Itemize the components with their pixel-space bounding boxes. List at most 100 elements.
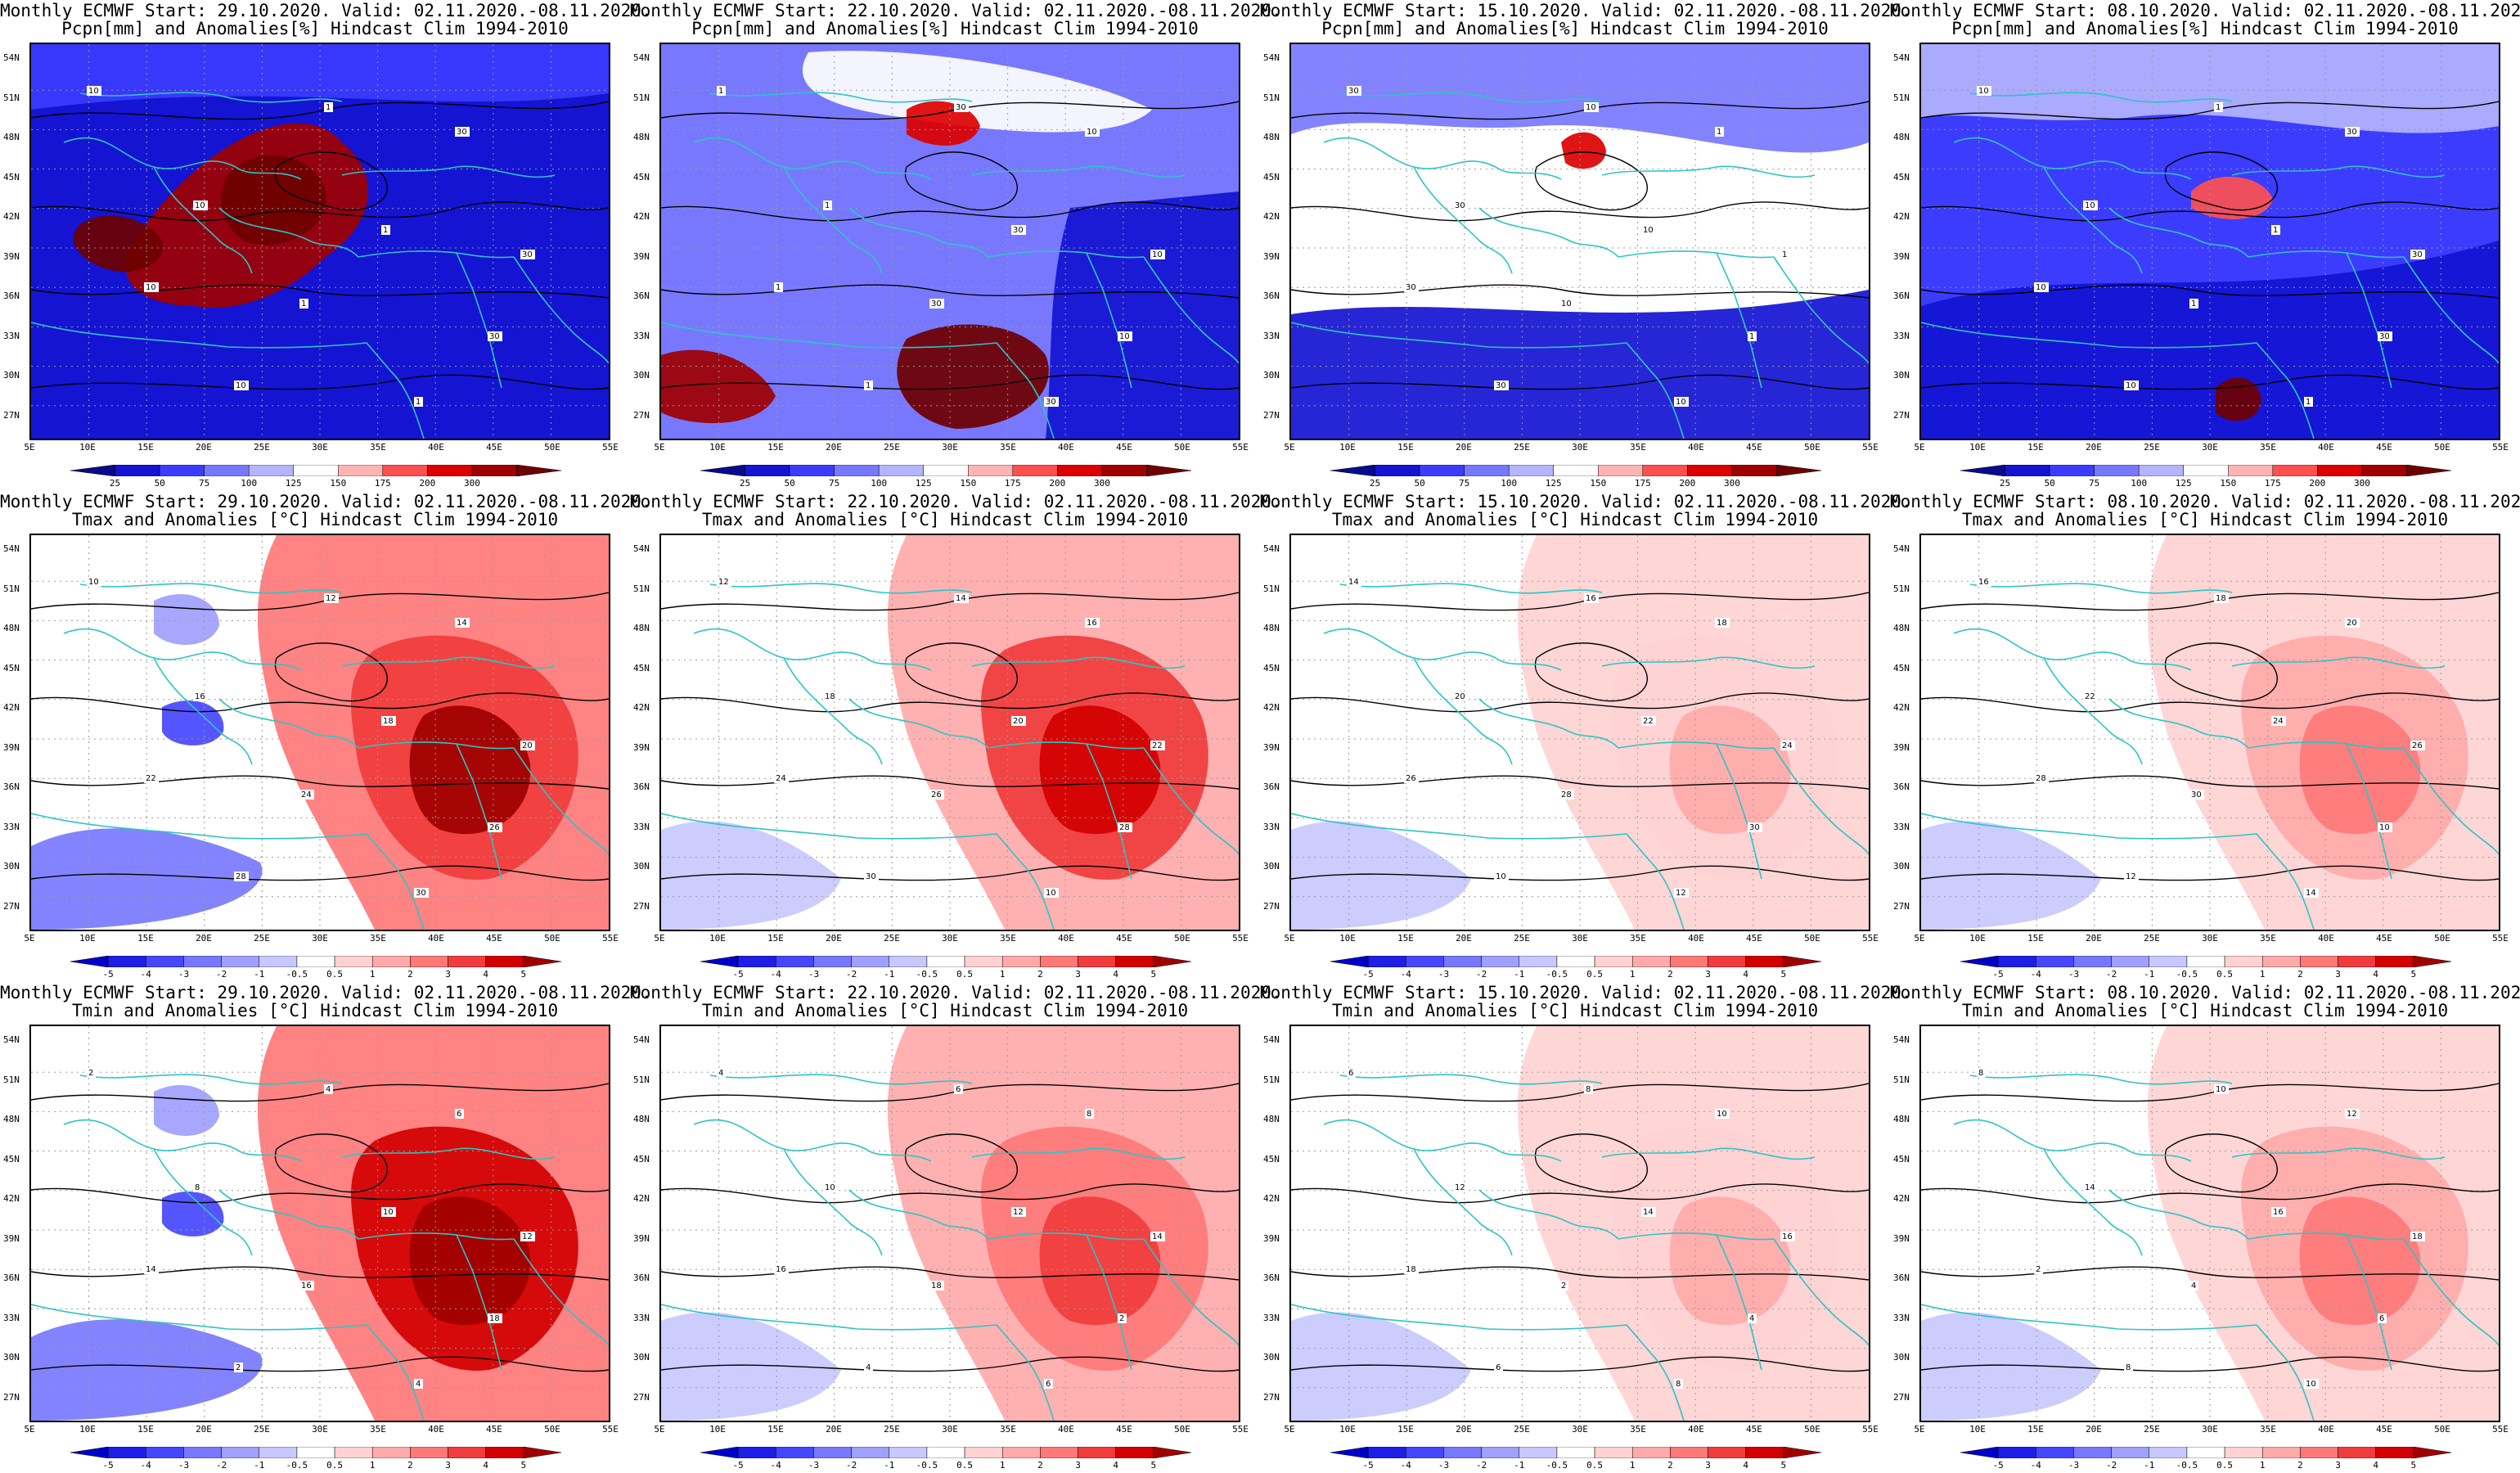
svg-text:6: 6 xyxy=(457,1110,461,1119)
coastline xyxy=(661,813,1022,863)
colorbar-tick-label: -2 xyxy=(2105,969,2117,980)
contour-label: 12 xyxy=(1453,1182,1468,1192)
svg-text:10: 10 xyxy=(2379,823,2390,832)
svg-text:14: 14 xyxy=(1152,1232,1163,1241)
contour-label: 6 xyxy=(1044,1379,1053,1389)
colorbar-segment xyxy=(107,956,146,967)
coastline xyxy=(783,1148,883,1256)
colorbar-segment xyxy=(183,956,222,967)
colorbar-tick-label: -5 xyxy=(1362,1460,1374,1471)
colorbar-tick-label: -0.5 xyxy=(916,1460,938,1471)
colorbar-segment xyxy=(1146,465,1191,476)
contour-label: 30 xyxy=(2410,250,2425,259)
colorbar-segment xyxy=(813,1447,852,1458)
coastline xyxy=(1618,250,1775,259)
latitude-label: 51N xyxy=(633,1074,650,1085)
colorbar-tick-label: -5 xyxy=(1362,969,1374,980)
longitude-label: 10E xyxy=(79,1424,96,1435)
contour-label: 6 xyxy=(2378,1313,2387,1323)
latitude-label: 39N xyxy=(633,250,650,262)
colorbar-tick-label: -5 xyxy=(1992,969,2004,980)
latitude-label: 33N xyxy=(1893,1312,1910,1323)
colorbar-tick-label: 4 xyxy=(483,969,488,980)
coastline xyxy=(1086,1234,1132,1371)
contour-label: 30 xyxy=(1347,86,1361,96)
latitude-label: 42N xyxy=(1893,1193,1910,1204)
coastline xyxy=(1339,1074,1603,1085)
colorbar-segment xyxy=(1406,1447,1444,1458)
contour-line xyxy=(31,1356,609,1372)
colorbar-tick-label: 50 xyxy=(154,478,165,489)
anomaly-region xyxy=(220,155,327,246)
longitude-label: 50E xyxy=(544,442,560,453)
colorbar-tick-label: 125 xyxy=(285,478,302,489)
coastline xyxy=(1601,165,1816,178)
svg-text:10: 10 xyxy=(1046,889,1056,898)
colorbar-segment xyxy=(1443,1447,1482,1458)
longitude-label: 10E xyxy=(1339,442,1356,453)
coastline xyxy=(218,207,359,258)
colorbar-tick-label: 2 xyxy=(1037,1460,1043,1471)
longitude-label: 55E xyxy=(602,442,619,453)
longitude-label: 50E xyxy=(1804,933,1820,944)
colorbar-tick-label: -3 xyxy=(808,1460,820,1471)
latitude-label: 48N xyxy=(633,132,650,142)
panel-title-line2: Tmax and Anomalies [°C] Hindcast Clim 19… xyxy=(1331,510,1819,529)
longitude-label: 45E xyxy=(1116,1424,1132,1435)
colorbar-segment xyxy=(516,465,561,476)
latitude-label: 30N xyxy=(3,1352,20,1363)
anomaly-region xyxy=(409,1196,531,1326)
colorbar-segment xyxy=(1040,956,1078,967)
longitude-label: 55E xyxy=(602,933,619,944)
latitude-label: 30N xyxy=(1893,861,1910,872)
coastline xyxy=(31,1304,392,1354)
colorbar-tick-label: 1 xyxy=(2259,1460,2266,1471)
longitude-label: 25E xyxy=(254,442,270,453)
coastline xyxy=(2108,698,2249,749)
coastline xyxy=(2346,743,2392,880)
svg-text:10: 10 xyxy=(1676,398,1686,407)
contour-label: 1 xyxy=(2189,299,2198,309)
anomaly-region xyxy=(1046,191,1239,439)
svg-text:14: 14 xyxy=(1348,578,1359,587)
colorbar-segment xyxy=(1594,956,1633,967)
panel-title-line1: Monthly ECMWF Start: 29.10.2020. Valid: … xyxy=(0,492,652,511)
contour-line xyxy=(274,1133,388,1193)
latitude-label: 36N xyxy=(633,1273,650,1283)
colorbar-segment xyxy=(2375,956,2414,967)
contour-label: 24 xyxy=(2271,716,2286,726)
contour-label: 10 xyxy=(1150,250,1165,259)
panel-title-line2: Tmax and Anomalies [°C] Hindcast Clim 19… xyxy=(1961,510,2449,529)
anomaly-region xyxy=(409,705,531,835)
svg-text:1: 1 xyxy=(383,226,388,235)
colorbar-segment xyxy=(2338,956,2376,967)
colorbar-tick-label: -1 xyxy=(884,1460,895,1471)
latitude-label: 45N xyxy=(633,662,650,673)
anomaly-region xyxy=(661,821,841,930)
colorbar-tick-label: -5 xyxy=(102,1460,114,1471)
colorbar-tick-label: 75 xyxy=(829,478,840,489)
coastline xyxy=(1650,862,1685,930)
colorbar-tick-label: -3 xyxy=(178,969,190,980)
longitude-label: 20E xyxy=(2086,442,2102,453)
colorbar-tick-label: 2 xyxy=(407,969,413,980)
latitude-label: 36N xyxy=(3,1273,20,1283)
anomaly-region xyxy=(1291,821,1471,930)
colorbar-tick-label: 100 xyxy=(871,478,888,489)
contour-line xyxy=(661,692,1239,713)
coastline xyxy=(1020,371,1055,439)
colorbar-segment xyxy=(70,1447,109,1458)
svg-text:12: 12 xyxy=(2347,1110,2357,1119)
longitude-label: 55E xyxy=(602,1424,619,1435)
anomaly-region xyxy=(1291,1312,1471,1421)
longitude-label: 10E xyxy=(1969,1424,1986,1435)
latitude-label: 27N xyxy=(1893,409,1910,421)
contour-label: 1 xyxy=(1715,127,1724,137)
svg-text:6: 6 xyxy=(1348,1069,1353,1078)
coastline xyxy=(31,813,392,863)
svg-text:22: 22 xyxy=(1643,717,1654,726)
latitude-label: 51N xyxy=(1893,92,1910,103)
svg-text:10: 10 xyxy=(195,201,205,210)
contour-label: 14 xyxy=(144,1264,159,1274)
longitude-label: 35E xyxy=(1630,442,1646,453)
